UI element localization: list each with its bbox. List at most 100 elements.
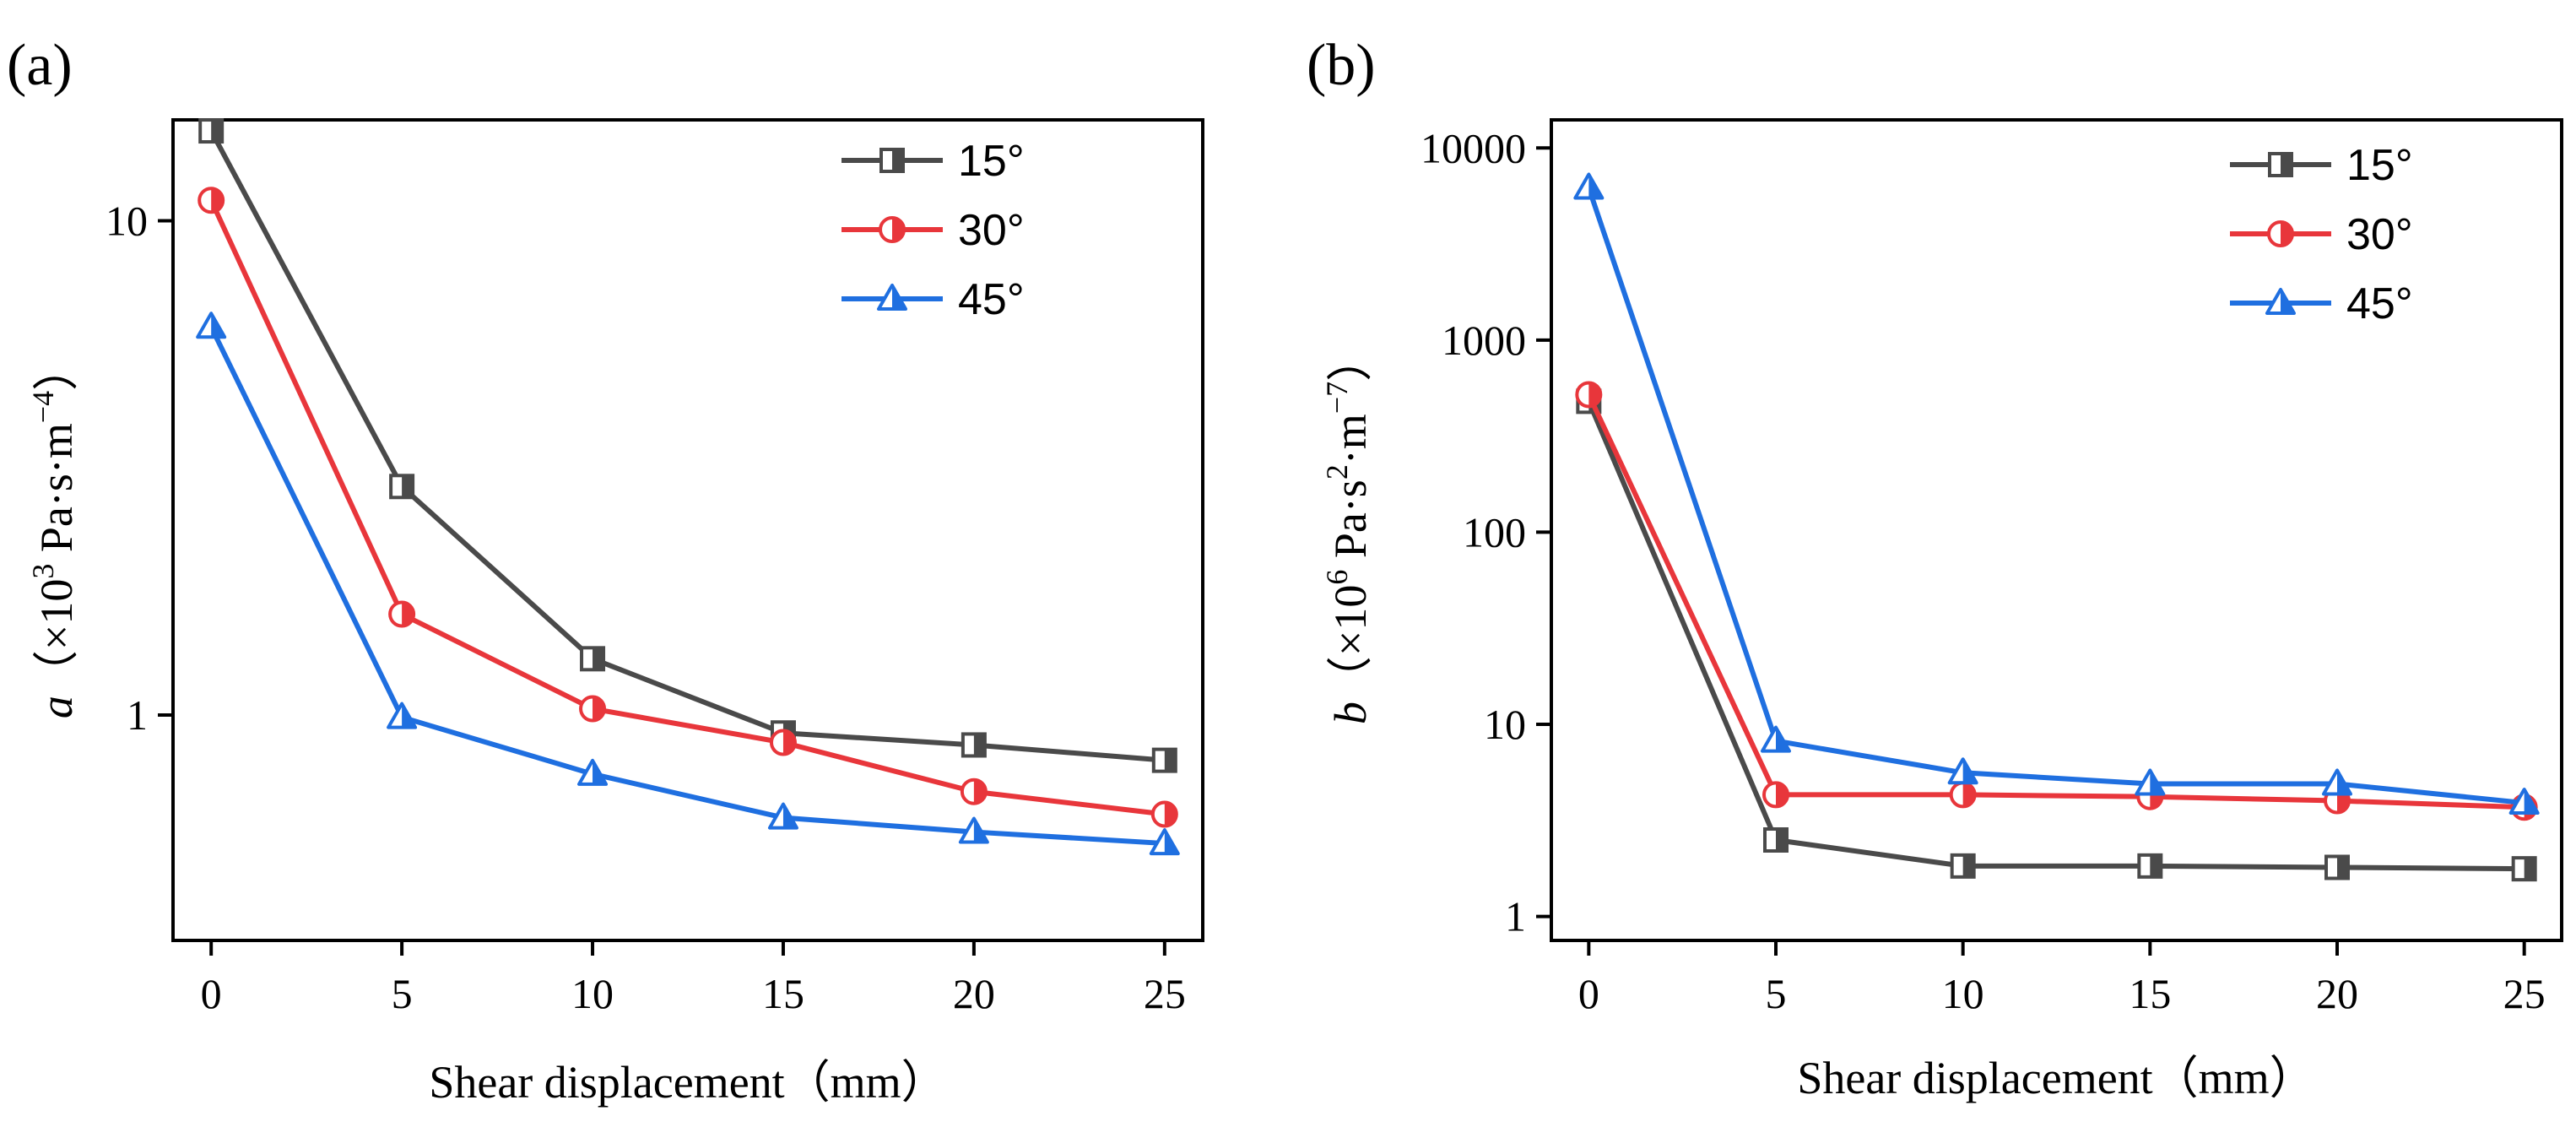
point-b-1-1: [1762, 781, 1789, 809]
legend-item-b-2: 45°: [2230, 279, 2413, 328]
x-axis-label-a: Shear displacement（mm）: [429, 1057, 946, 1108]
point-b-2-3: [2135, 768, 2166, 796]
point-a-2-4: [958, 816, 989, 844]
x-tick-label-a-0: 0: [201, 970, 222, 1017]
y-label-exp3-b: −7: [1320, 382, 1354, 414]
series-line-a-1: [208, 199, 1166, 817]
point-b-2-0: [1573, 172, 1605, 200]
point-b-0-4: [2324, 854, 2350, 880]
point-a-0-4: [961, 732, 987, 758]
series-line-b-0: [1586, 400, 2525, 872]
legend-label-a-2: 45°: [958, 275, 1025, 324]
y-label-exp-a: 3: [26, 564, 60, 579]
legend-a: 15° 30° 45°: [842, 137, 1025, 324]
x-tick-label-b-1: 5: [1766, 970, 1787, 1017]
panel-label-b: (b): [1307, 33, 1376, 98]
y-label-pre-b: （×10: [1325, 585, 1376, 702]
x-tick-label-b-2: 10: [1942, 970, 1984, 1017]
y-tick-label-a-1: 10: [106, 198, 148, 245]
point-a-0-0: [198, 118, 225, 144]
plot-frame-a: [171, 118, 1204, 942]
x-tick-label-b-0: 0: [1578, 970, 1599, 1017]
series-lines-a: [196, 118, 1180, 856]
point-a-1-4: [960, 778, 988, 805]
legend-label-b-0: 15°: [2346, 141, 2413, 190]
axis-ticks-a: 0 5 10 15 20 25 1 10: [106, 198, 1186, 1017]
point-b-2-4: [2322, 768, 2352, 796]
panel-label-a: (a): [7, 33, 73, 98]
y-label-mid-a: Pa·s·m: [31, 423, 82, 563]
legend-item-a-1: 30°: [842, 206, 1025, 255]
y-tick-label-b-1: 10: [1484, 701, 1526, 748]
point-a-2-3: [767, 802, 798, 830]
x-tick-label-a-2: 10: [571, 970, 614, 1017]
legend-marker-b-2: [2265, 288, 2296, 315]
legend-marker-a-2: [877, 284, 907, 311]
series-line-b-1: [1586, 393, 2525, 810]
legend-label-a-0: 15°: [958, 137, 1025, 186]
chart-panel-a: (a) 0 5 10 15 20 25 1 10 15° 30° 45° Shear displa…: [7, 33, 1204, 1108]
legend-label-b-2: 45°: [2346, 279, 2413, 328]
y-axis-label-a: a（×103 Pa·s·m−4）: [26, 345, 82, 718]
y-axis-label-b: b（×106 Pa·s2·m−7）: [1320, 336, 1376, 724]
point-b-2-2: [1947, 757, 1978, 785]
plot-frame-b: [1550, 118, 2563, 942]
legend-item-b-0: 15°: [2230, 141, 2413, 190]
x-tick-label-b-3: 15: [2129, 970, 2171, 1017]
legend-marker-a-1: [879, 216, 906, 243]
point-a-2-1: [387, 702, 418, 729]
point-b-2-1: [1761, 725, 1791, 753]
series-lines-b: [1573, 172, 2540, 882]
y-label-post-a: ）: [31, 345, 82, 391]
point-b-0-3: [2137, 853, 2163, 879]
point-a-1-1: [388, 600, 416, 628]
point-b-0-5: [2511, 856, 2537, 882]
point-a-0-5: [1151, 747, 1177, 773]
x-tick-label-a-1: 5: [392, 970, 413, 1017]
x-tick-label-a-5: 25: [1144, 970, 1186, 1017]
legend-item-b-1: 30°: [2230, 210, 2413, 259]
x-tick-label-a-4: 20: [953, 970, 995, 1017]
axis-ticks-b: 0 5 10 15 20 25 1 10 100 1000 10000: [1421, 124, 2546, 1017]
x-tick-label-b-5: 25: [2503, 970, 2546, 1017]
x-axis-label-b: Shear displacement（mm）: [1797, 1053, 2314, 1103]
point-a-1-5: [1150, 800, 1178, 828]
y-tick-label-b-2: 100: [1463, 508, 1526, 555]
series-line-a-0: [208, 129, 1166, 763]
legend-label-b-1: 30°: [2346, 210, 2413, 259]
x-tick-label-a-3: 15: [762, 970, 804, 1017]
y-label-var-a: a: [31, 696, 82, 718]
point-a-0-2: [580, 646, 606, 672]
y-tick-label-b-4: 10000: [1421, 124, 1526, 171]
y-label-post-b: ）: [1325, 336, 1376, 382]
y-label-pre-a: （×10: [31, 579, 82, 696]
point-a-2-2: [577, 758, 609, 786]
legend-label-a-1: 30°: [958, 206, 1025, 255]
legend-marker-a-0: [879, 148, 905, 173]
point-b-1-2: [1949, 781, 1977, 809]
point-b-2-5: [2508, 788, 2540, 815]
point-a-2-5: [1149, 828, 1180, 856]
y-tick-label-b-0: 1: [1505, 893, 1526, 940]
point-a-1-0: [198, 187, 225, 214]
legend-marker-b-1: [2267, 220, 2294, 247]
y-tick-label-a-0: 1: [127, 691, 148, 739]
point-a-1-2: [579, 695, 607, 723]
y-label-exp2-b: 2: [1320, 464, 1354, 480]
y-label-exp2-a: −4: [26, 391, 60, 423]
point-b-0-2: [1950, 853, 1976, 879]
point-a-0-1: [389, 474, 415, 500]
y-label-exp-b: 6: [1320, 570, 1354, 585]
legend-item-a-0: 15°: [842, 137, 1025, 186]
legend-b: 15° 30° 45°: [2230, 141, 2413, 328]
y-label-mid-b: Pa·s: [1325, 480, 1376, 570]
point-b-1-0: [1575, 381, 1603, 409]
y-label-var-b: b: [1325, 702, 1376, 724]
point-b-0-1: [1763, 827, 1789, 853]
point-a-2-0: [196, 312, 227, 339]
legend-item-a-2: 45°: [842, 275, 1025, 324]
series-line-b-2: [1586, 187, 2525, 806]
x-tick-label-b-4: 20: [2316, 970, 2358, 1017]
